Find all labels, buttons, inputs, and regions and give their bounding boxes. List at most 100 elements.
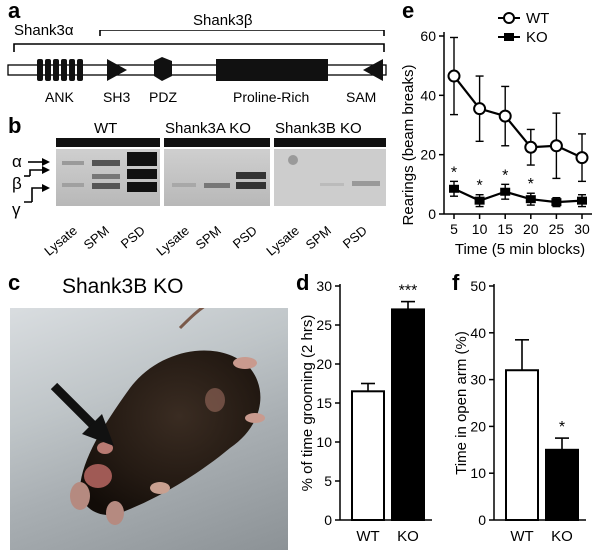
mouse-illustration xyxy=(70,308,265,525)
legend-label: WT xyxy=(526,10,549,27)
grooming-bar-chart: 0 5 10 15 20 25 30 % of time grooming (2 hrs) WT… xyxy=(299,278,432,545)
panel-f-letter: f xyxy=(452,270,460,295)
open-arm-bar-chart: 0 10 20 30 40 50 Time in open arm (%) WT KO * xyxy=(453,278,586,545)
significance-star: * xyxy=(559,419,565,436)
sam-domain xyxy=(363,59,383,81)
lane-label: PSD xyxy=(340,223,370,252)
y-tick-label: 25 xyxy=(316,317,332,333)
domain-label: Proline-Rich xyxy=(233,89,309,105)
y-tick-label: 50 xyxy=(470,278,486,294)
bar-wt xyxy=(351,390,385,521)
y-tick-label: 40 xyxy=(420,87,436,103)
lane-label: PSD xyxy=(230,223,260,252)
data-point-wt xyxy=(575,151,589,165)
data-point-ko xyxy=(551,198,562,207)
photo-title: Shank3B KO xyxy=(62,275,184,298)
lane-label: SPM xyxy=(303,223,334,253)
sh3-domain xyxy=(107,59,127,81)
rearings-line-chart: 0 20 40 60 5 10 15 20 25 30 Time (5 min blocks) Rea… xyxy=(400,10,592,258)
data-point-wt xyxy=(498,109,512,123)
domain-label: SH3 xyxy=(103,89,130,105)
significance-star: * xyxy=(476,178,482,195)
significance-star: * xyxy=(502,167,508,184)
lane-label: Lysate xyxy=(263,223,302,259)
y-tick-label: 10 xyxy=(316,434,332,450)
isoform-arrows xyxy=(24,161,44,203)
y-tick-label: 20 xyxy=(420,147,436,163)
y-tick-label: 10 xyxy=(470,465,486,481)
alpha-bracket xyxy=(13,43,385,52)
lane-label: SPM xyxy=(193,223,224,253)
western-blot: α β γ Lysate SPM PSD Lysate SPM PSD Lysate SPM P… xyxy=(12,138,386,259)
data-point-wt xyxy=(473,102,487,116)
wt-bands xyxy=(62,152,157,192)
y-axis-label: % of time grooming (2 hrs) xyxy=(299,315,316,492)
legend-marker-ko xyxy=(504,33,514,41)
data-point-ko xyxy=(474,196,485,205)
arrow-indicator xyxy=(50,382,114,446)
shank3a-bands xyxy=(172,172,266,189)
significance-star: * xyxy=(528,176,534,193)
domain-diagram: ANK SH3 PDZ Proline-Rich SAM xyxy=(7,30,387,105)
significance-star: * xyxy=(451,164,457,181)
y-tick-label: 20 xyxy=(470,418,486,434)
x-tick-label: 30 xyxy=(574,221,590,237)
group-bar-wt xyxy=(56,138,160,147)
x-tick-label: 10 xyxy=(472,221,488,237)
panel-b-letter: b xyxy=(8,113,22,138)
legend-marker-wt xyxy=(503,12,515,24)
x-tick-label: KO xyxy=(551,528,573,545)
domain-label: SAM xyxy=(346,89,376,105)
domain-label: ANK xyxy=(45,89,74,105)
lane-label: Lysate xyxy=(153,223,192,259)
shank3-alpha-label: Shank3α xyxy=(14,22,74,39)
data-point-wt xyxy=(447,69,461,83)
panel-d-letter: d xyxy=(296,270,310,295)
y-tick-label: 60 xyxy=(420,28,436,44)
beta-bracket xyxy=(99,30,385,36)
y-axis-label: Rearings (beam breaks) xyxy=(400,65,417,226)
y-tick-label: 15 xyxy=(316,395,332,411)
proline-rich-domain xyxy=(216,59,328,81)
y-tick-label: 40 xyxy=(470,325,486,341)
ank-domain xyxy=(37,59,83,81)
shank3b-bands xyxy=(288,155,380,186)
x-tick-label: KO xyxy=(397,528,419,545)
isoform-label: α xyxy=(12,152,22,171)
bar-ko xyxy=(391,308,425,522)
isoform-label: β xyxy=(12,174,22,193)
series-line-ko xyxy=(453,187,583,204)
data-point-wt xyxy=(524,140,538,154)
group-bar-shank3a xyxy=(164,138,270,147)
data-point-ko xyxy=(449,184,459,193)
y-tick-label: 30 xyxy=(316,278,332,294)
panel-a-letter: a xyxy=(8,0,21,23)
y-tick-label: 0 xyxy=(324,512,332,528)
y-axis-label: Time in open arm (%) xyxy=(453,331,470,475)
mouse-photo xyxy=(10,308,288,550)
y-tick-label: 0 xyxy=(428,206,436,222)
y-tick-label: 30 xyxy=(470,372,486,388)
group-label-wt: WT xyxy=(94,120,118,137)
y-tick-label: 20 xyxy=(316,356,332,372)
group-bar-shank3b xyxy=(274,138,386,147)
group-label-shank3b-ko: Shank3B KO xyxy=(275,120,362,137)
x-tick-label: 20 xyxy=(523,221,539,237)
y-tick-label: 0 xyxy=(478,512,486,528)
shank3-beta-label: Shank3β xyxy=(193,12,253,29)
legend-label: KO xyxy=(526,29,548,46)
lane-label: SPM xyxy=(81,223,112,253)
pdz-domain xyxy=(154,57,172,81)
x-tick-label: WT xyxy=(510,528,533,545)
domain-label: PDZ xyxy=(149,89,177,105)
panel-c-letter: c xyxy=(8,270,21,295)
x-tick-label: 5 xyxy=(450,221,458,237)
data-point-ko xyxy=(500,187,511,196)
protein-backbone xyxy=(7,64,387,76)
isoform-label: γ xyxy=(12,200,21,219)
x-tick-label: 15 xyxy=(497,221,513,237)
x-axis-label: Time (5 min blocks) xyxy=(455,241,585,258)
x-tick-label: 25 xyxy=(549,221,565,237)
data-point-wt xyxy=(549,139,563,153)
lane-label: Lysate xyxy=(41,223,80,259)
